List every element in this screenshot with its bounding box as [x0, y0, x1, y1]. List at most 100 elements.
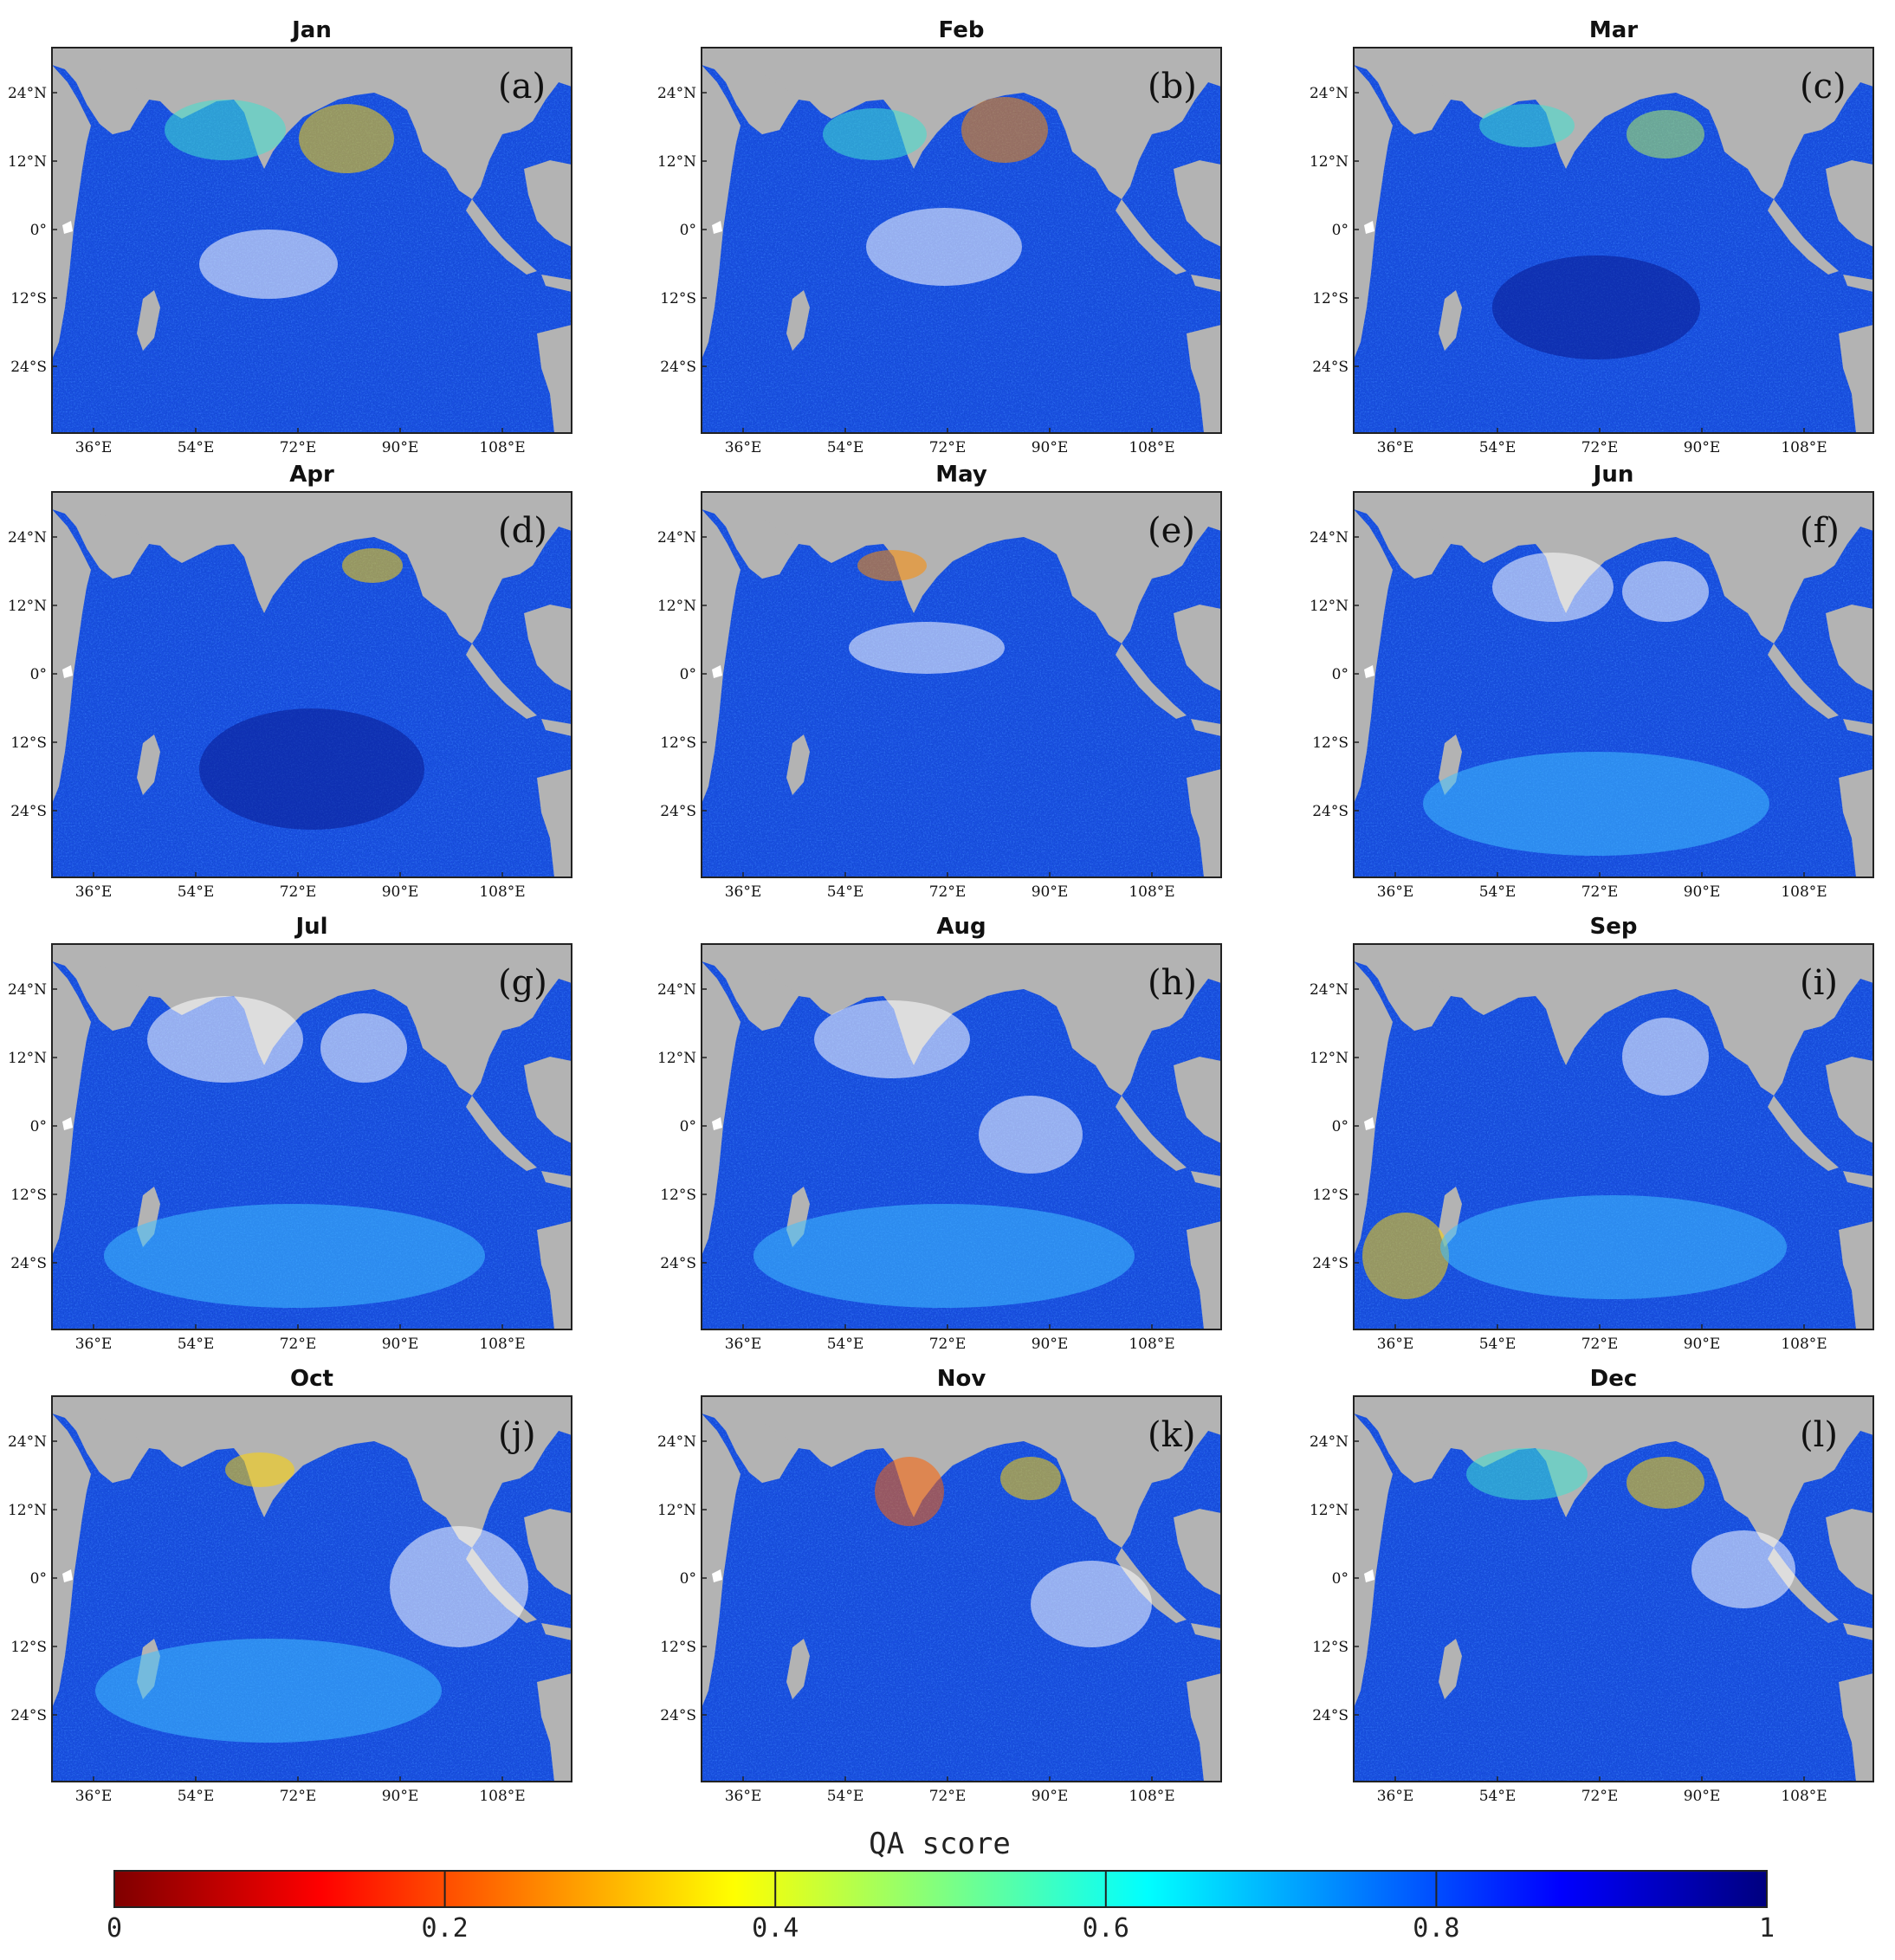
- y-tick-label: 12°S: [1312, 290, 1348, 307]
- x-tick-label: 72°E: [280, 439, 317, 456]
- colorbar-tick-label: 0.2: [422, 1913, 469, 1944]
- qa-region: [1466, 1448, 1588, 1500]
- y-tick-label: 12°N: [1310, 1502, 1348, 1519]
- qa-region: [320, 1013, 407, 1083]
- y-tick-label: 12°N: [1310, 1050, 1348, 1067]
- panel-letter: (j): [498, 1415, 536, 1455]
- x-tick-label: 90°E: [382, 439, 419, 456]
- map-panel-nov: Nov (k) 36°E 54°E 72°E 90°E 108°E 24°N 12°N 0° 12°…: [657, 1366, 1222, 1805]
- x-tick-label: 72°E: [929, 439, 967, 456]
- y-tick-label: 24°S: [10, 803, 47, 820]
- x-tick-label: 108°E: [479, 439, 525, 456]
- panel-title: Apr: [289, 462, 334, 488]
- x-tick-label: 54°E: [827, 1336, 864, 1353]
- y-tick-label: 24°N: [8, 981, 47, 999]
- map-area: [52, 1396, 572, 1782]
- panel-title: Oct: [290, 1366, 333, 1392]
- qa-region: [199, 708, 424, 830]
- map-area: [702, 492, 1221, 877]
- x-tick-label: 36°E: [75, 439, 113, 456]
- y-tick-label: 12°N: [8, 1502, 47, 1519]
- colorbar-tick-label: 1: [1759, 1913, 1775, 1944]
- y-tick-label: 24°S: [10, 1255, 47, 1272]
- x-tick-label: 54°E: [827, 439, 864, 456]
- x-tick-label: 90°E: [1684, 439, 1721, 456]
- y-tick-label: 24°S: [1312, 803, 1348, 820]
- map-panel-jun: Jun (f) 36°E 54°E 72°E 90°E 108°E 24°N 12°N 0° 12°…: [1310, 462, 1874, 901]
- map-frame: [701, 47, 1222, 434]
- qa-region: [979, 1096, 1083, 1174]
- x-tick-label: 36°E: [75, 1788, 113, 1805]
- y-tick-label: 24°N: [8, 1433, 47, 1451]
- x-tick-label: 54°E: [178, 883, 215, 901]
- x-tick-label: 72°E: [1581, 439, 1619, 456]
- map-panel-mar: Mar (c) 36°E 54°E 72°E 90°E 108°E 24°N 12°N 0° 12°…: [1310, 17, 1874, 456]
- x-tick-label: 54°E: [827, 883, 864, 901]
- panel-title: Jul: [294, 914, 327, 940]
- qa-region: [342, 548, 403, 583]
- map-frame: [701, 1395, 1222, 1782]
- x-tick-label: 108°E: [1129, 883, 1174, 901]
- y-tick-label: 12°N: [657, 1502, 696, 1519]
- x-tick-label: 54°E: [1479, 439, 1517, 456]
- map-panel-dec: Dec (l) 36°E 54°E 72°E 90°E 108°E 24°N 12°N 0° 12°…: [1310, 1366, 1874, 1805]
- colorbar-gradient: [113, 1870, 1768, 1908]
- panel-letter: (f): [1800, 511, 1840, 551]
- x-tick-label: 108°E: [479, 1788, 525, 1805]
- map-panel-may: May (e) 36°E 54°E 72°E 90°E 108°E 24°N 12°N 0° 12°…: [657, 462, 1222, 901]
- x-tick-label: 108°E: [1781, 1336, 1827, 1353]
- y-tick-label: 24°S: [660, 1707, 696, 1724]
- y-tick-label: 12°S: [660, 290, 696, 307]
- qa-region: [1362, 1213, 1449, 1299]
- x-tick-label: 36°E: [75, 1336, 113, 1353]
- x-tick-label: 36°E: [1377, 1788, 1414, 1805]
- colorbar-tick-label: 0: [107, 1913, 122, 1944]
- map-area: [702, 48, 1221, 433]
- x-tick-label: 90°E: [382, 883, 419, 901]
- qa-region: [1691, 1530, 1795, 1608]
- y-tick-label: 12°N: [657, 598, 696, 615]
- panel-title: Dec: [1590, 1366, 1638, 1392]
- y-tick-label: 12°N: [657, 1050, 696, 1067]
- y-tick-label: 0°: [680, 666, 696, 683]
- qa-region: [95, 1639, 442, 1743]
- x-tick-label: 36°E: [1377, 883, 1414, 901]
- colorbar-title: QA score: [869, 1827, 1011, 1861]
- x-tick-label: 72°E: [929, 1788, 967, 1805]
- panel-title: Mar: [1589, 17, 1638, 43]
- y-tick-label: 12°S: [10, 1639, 47, 1656]
- x-tick-label: 72°E: [280, 883, 317, 901]
- panel-title: May: [935, 462, 987, 488]
- y-tick-label: 24°S: [10, 1707, 47, 1724]
- map-panel-jul: Jul (g) 36°E 54°E 72°E 90°E 108°E 24°N 12°N 0° 12°…: [8, 914, 572, 1353]
- qa-region: [225, 1452, 294, 1487]
- panel-title: Sep: [1590, 914, 1638, 940]
- y-tick-label: 12°N: [8, 1050, 47, 1067]
- qa-region: [814, 1000, 970, 1078]
- y-tick-label: 0°: [680, 1570, 696, 1588]
- x-tick-label: 36°E: [725, 1336, 762, 1353]
- map-area: [52, 48, 572, 433]
- qa-region: [1031, 1561, 1152, 1647]
- x-tick-label: 72°E: [1581, 1788, 1619, 1805]
- colorbar-tick-label: 0.4: [752, 1913, 799, 1944]
- x-tick-label: 90°E: [1032, 1336, 1069, 1353]
- y-tick-label: 24°N: [1310, 529, 1348, 547]
- y-tick-label: 0°: [1332, 1118, 1348, 1135]
- x-tick-label: 108°E: [479, 883, 525, 901]
- x-tick-label: 54°E: [178, 439, 215, 456]
- qa-region: [1492, 553, 1614, 622]
- map-frame: [51, 943, 572, 1330]
- y-tick-label: 12°S: [660, 734, 696, 752]
- y-tick-label: 0°: [1332, 1570, 1348, 1588]
- y-tick-label: 24°S: [1312, 1255, 1348, 1272]
- panel-letter: (c): [1800, 67, 1846, 107]
- qa-region: [1627, 1457, 1704, 1509]
- x-tick-label: 90°E: [1032, 883, 1069, 901]
- x-tick-label: 54°E: [1479, 883, 1517, 901]
- y-tick-label: 12°S: [660, 1187, 696, 1204]
- y-tick-label: 12°N: [1310, 153, 1348, 171]
- y-tick-label: 12°N: [8, 598, 47, 615]
- map-frame: [51, 1395, 572, 1782]
- x-tick-label: 54°E: [178, 1336, 215, 1353]
